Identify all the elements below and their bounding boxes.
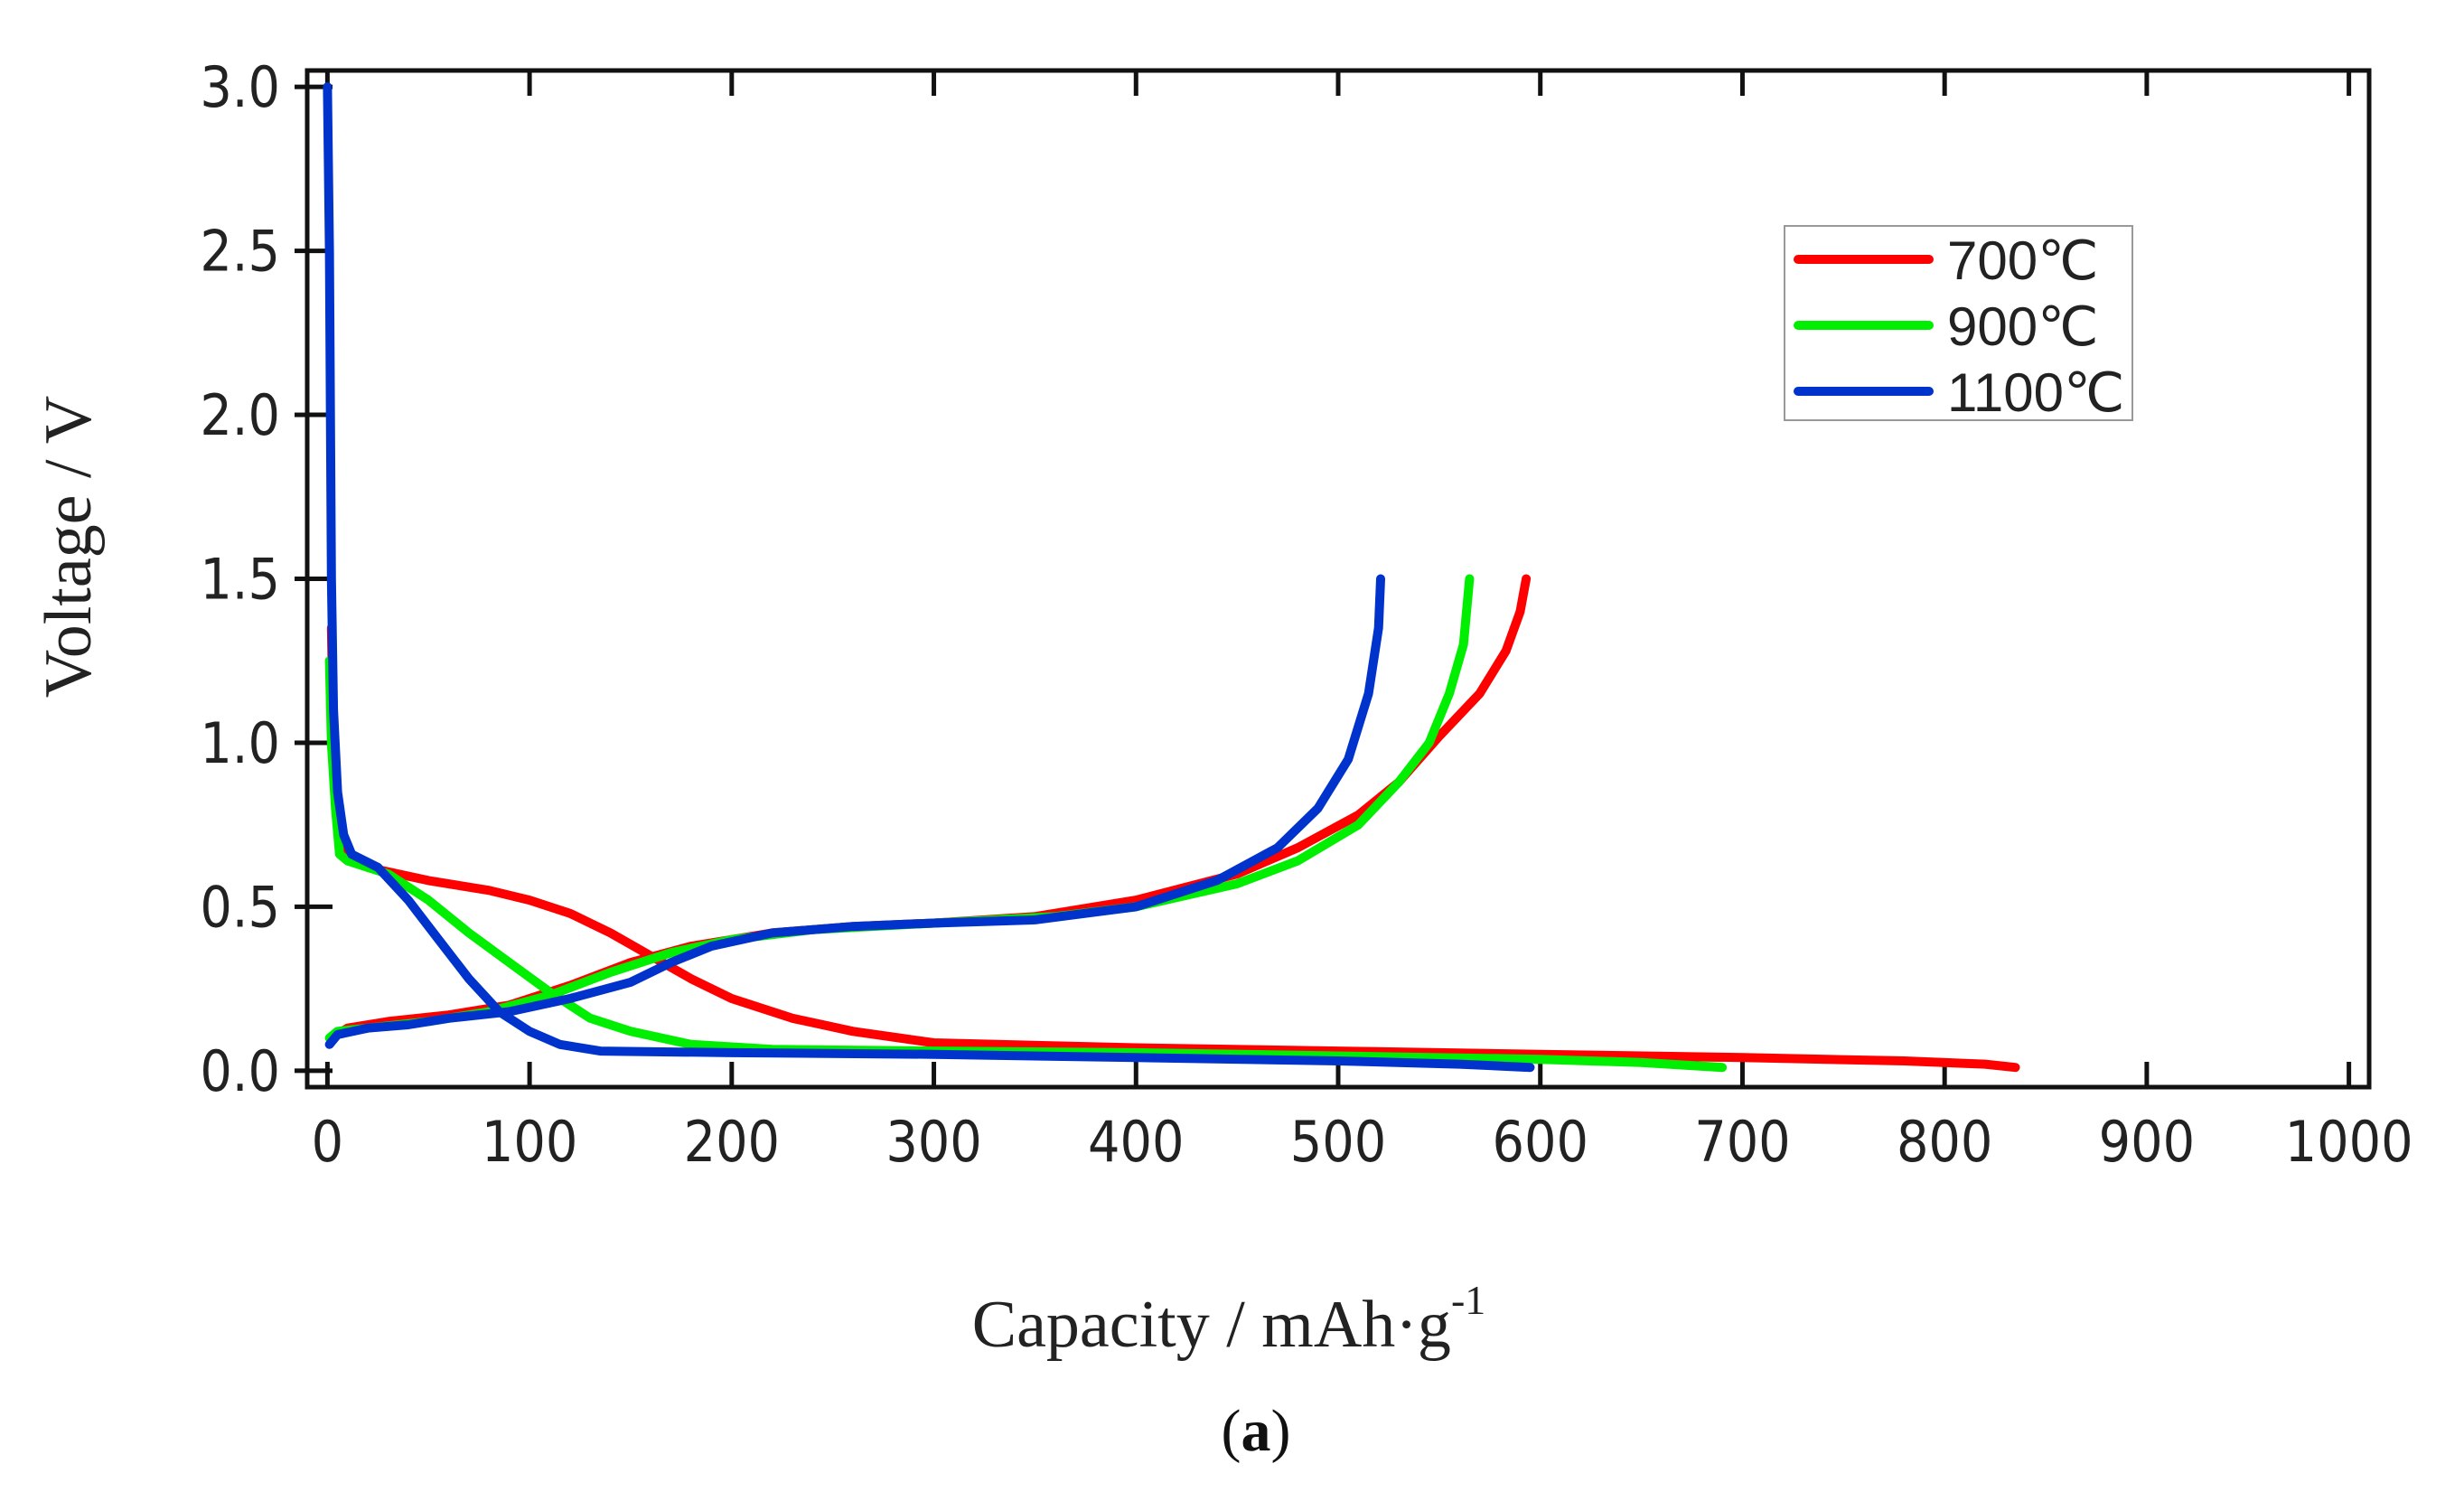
legend-label: 900℃ xyxy=(1947,296,2099,357)
x-tick-label: 900 xyxy=(2099,1109,2195,1175)
x-tick-label: 1000 xyxy=(2285,1109,2413,1175)
curves xyxy=(323,82,2020,1073)
legend-label: 700℃ xyxy=(1947,230,2099,291)
series-2-discharge-line xyxy=(323,82,1535,1073)
x-tick-label: 600 xyxy=(1492,1109,1588,1175)
x-axis-title-superscript: -1 xyxy=(1451,1277,1485,1323)
axis-ticks: 0 100 200 300 400 500 600 700 800 900 1000 0.0 0.5 1.… xyxy=(200,54,2412,1175)
x-tick-label: 800 xyxy=(1897,1109,1992,1175)
caption-paren-open: ( xyxy=(1222,1398,1241,1464)
series-0-discharge-line xyxy=(326,623,2020,1073)
x-tick-label: 700 xyxy=(1694,1109,1790,1175)
x-tick-label: 0 xyxy=(312,1109,343,1175)
y-tick-label: 2.0 xyxy=(200,382,280,448)
y-tick-label: 2.5 xyxy=(200,219,280,285)
series-1-charge-line xyxy=(324,574,1475,1043)
y-tick-label: 1.0 xyxy=(200,710,280,776)
y-axis-title: Voltage / V xyxy=(32,396,106,698)
x-tick-label: 300 xyxy=(885,1109,981,1175)
x-tick-label: 100 xyxy=(482,1109,577,1175)
caption-paren-close: ) xyxy=(1271,1398,1291,1464)
y-tick-label: 1.5 xyxy=(200,547,280,613)
series-0-charge-line xyxy=(326,574,1532,1043)
series-1-discharge-line xyxy=(324,656,1728,1073)
x-tick-label: 400 xyxy=(1088,1109,1184,1175)
y-tick-label: 3.0 xyxy=(200,54,280,120)
x-axis-title-main: Capacity / mAh·g xyxy=(972,1288,1451,1362)
y-tick-label: 0.0 xyxy=(200,1038,280,1104)
caption-letter: a xyxy=(1241,1398,1271,1464)
figure-caption: (a) xyxy=(1222,1398,1291,1464)
x-tick-label: 500 xyxy=(1290,1109,1386,1175)
x-tick-label: 200 xyxy=(684,1109,780,1175)
x-axis-title: Capacity / mAh·g-1 xyxy=(972,1277,1486,1362)
y-tick-label: 0.5 xyxy=(200,874,280,940)
series-2-charge-line xyxy=(324,574,1385,1049)
legend-label: 1100℃ xyxy=(1947,362,2124,423)
